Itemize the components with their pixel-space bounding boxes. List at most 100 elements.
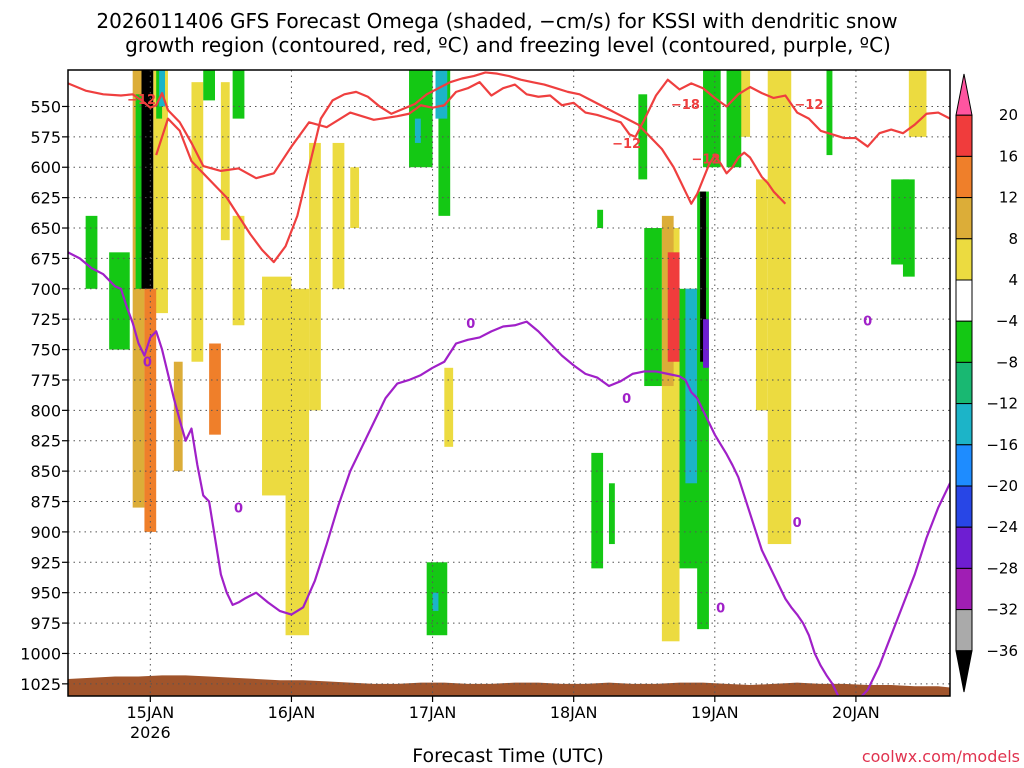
colorbar-label: 4 xyxy=(1008,271,1018,289)
chart-title-line2: growth region (contoured, red, ºC) and f… xyxy=(125,33,891,57)
y-tick-label: 875 xyxy=(30,493,61,512)
colorbar-label: −28 xyxy=(986,559,1018,577)
colorbar-swatch xyxy=(955,197,973,240)
omega-cell xyxy=(767,70,792,545)
contour-label: 0 xyxy=(143,356,152,371)
contour-dgz-lower xyxy=(155,71,787,264)
contour-label: 0 xyxy=(716,601,725,616)
omega-cell xyxy=(703,70,721,168)
credit-text: coolwx.com/models xyxy=(862,747,1020,766)
y-tick-label: 900 xyxy=(30,523,61,542)
contour-label: 0 xyxy=(622,392,631,407)
contour-label: −12 xyxy=(612,137,641,152)
omega-cell xyxy=(220,82,230,241)
colorbar-label: −12 xyxy=(986,395,1018,413)
colorbar: 20 16 12 8 4 −4 −8 −12 −16 −20 −24 −28 −32 −36 xyxy=(955,73,1018,693)
x-tick-label: 16JAN xyxy=(268,703,316,722)
colorbar-swatch xyxy=(955,73,973,116)
omega-cell xyxy=(667,252,680,362)
omega-cell xyxy=(203,70,215,101)
contour-freezing-level xyxy=(68,251,950,696)
colorbar-swatch xyxy=(955,155,973,199)
colorbar-label: −36 xyxy=(986,642,1018,660)
omega-cell xyxy=(438,70,451,216)
omega-cell xyxy=(309,142,321,411)
colorbar-swatch xyxy=(955,444,973,487)
colorbar-label: 16 xyxy=(999,147,1018,165)
y-tick-label: 950 xyxy=(30,584,61,603)
contour-label: −12 xyxy=(794,98,823,113)
contour-label: 0 xyxy=(466,317,475,332)
colorbar-swatch xyxy=(955,279,973,322)
omega-cell xyxy=(159,70,166,107)
y-tick-label: 650 xyxy=(30,219,61,238)
y-axis: 550 575 600 625 650 675 700 725 750 775 800 825 850 8… xyxy=(20,97,68,694)
omega-cell xyxy=(726,70,742,168)
plot-frame xyxy=(67,69,951,697)
omega-cell xyxy=(608,483,615,545)
omega-cell xyxy=(700,191,706,362)
colorbar-label: −32 xyxy=(986,601,1018,619)
colorbar-swatch xyxy=(955,650,973,693)
grid-layer xyxy=(68,70,950,696)
omega-cell xyxy=(85,215,98,289)
omega-cell xyxy=(755,179,768,411)
y-tick-label: 600 xyxy=(30,158,61,177)
y-tick-label: 675 xyxy=(30,249,61,268)
omega-cell xyxy=(591,452,604,569)
omega-cell xyxy=(232,70,245,119)
colorbar-swatch xyxy=(955,320,973,363)
y-tick-label: 825 xyxy=(30,432,61,451)
omega-cell xyxy=(109,252,130,350)
colorbar-label: −20 xyxy=(986,477,1018,495)
colorbar-swatch xyxy=(955,609,973,652)
omega-cell xyxy=(703,319,709,368)
y-tick-label: 575 xyxy=(30,128,61,147)
y-tick-label: 550 xyxy=(30,97,61,116)
omega-cell xyxy=(644,228,662,387)
x-tick-label: 19JAN xyxy=(691,703,739,722)
y-tick-label: 775 xyxy=(30,371,61,390)
y-tick-label: 1025 xyxy=(20,675,61,694)
x-axis-label: Forecast Time (UTC) xyxy=(412,745,603,767)
contour-dgz-upper xyxy=(68,78,950,180)
colorbar-label: −24 xyxy=(986,518,1018,536)
omega-cell xyxy=(908,70,927,137)
y-tick-label: 925 xyxy=(30,553,61,572)
x-tick-label: 17JAN xyxy=(409,703,457,722)
x-tick-label: 20JAN xyxy=(832,703,880,722)
colorbar-label: 12 xyxy=(999,189,1018,207)
colorbar-swatch xyxy=(955,526,973,569)
contour-layer xyxy=(68,71,950,696)
y-tick-label: 700 xyxy=(30,280,61,299)
x-tick-sublabel: 2026 xyxy=(130,723,171,742)
omega-cell xyxy=(332,142,345,289)
chart-title-line1: 2026011406 GFS Forecast Omega (shaded, −… xyxy=(96,9,897,33)
omega-cell xyxy=(191,82,204,362)
omega-cell xyxy=(232,215,245,326)
omega-cell xyxy=(420,70,433,83)
contour-label: −12 xyxy=(691,153,720,168)
colorbar-swatch xyxy=(955,403,973,446)
omega-cell xyxy=(141,70,154,289)
y-tick-label: 1000 xyxy=(20,644,61,663)
contour-label: 0 xyxy=(793,516,802,531)
surface-terrain xyxy=(68,675,950,696)
plot-area: −12−18−12−12−12−1200000000 xyxy=(68,70,950,696)
omega-cell xyxy=(685,288,698,484)
colorbar-label: 8 xyxy=(1008,230,1018,248)
contour-label: −18 xyxy=(671,98,700,113)
surface-terrain-layer xyxy=(68,675,950,696)
contour-label: 0 xyxy=(234,502,243,517)
omega-cell xyxy=(444,367,454,447)
omega-cell xyxy=(144,288,157,532)
omega-cell xyxy=(826,70,833,156)
x-tick-label: 15JAN xyxy=(126,703,174,722)
omega-cell xyxy=(738,70,751,137)
colorbar-swatch xyxy=(955,361,973,405)
contour-label: −12 xyxy=(127,93,156,108)
omega-cell xyxy=(435,70,448,119)
contour-label-layer: −12−18−12−12−12−1200000000 xyxy=(127,93,872,616)
